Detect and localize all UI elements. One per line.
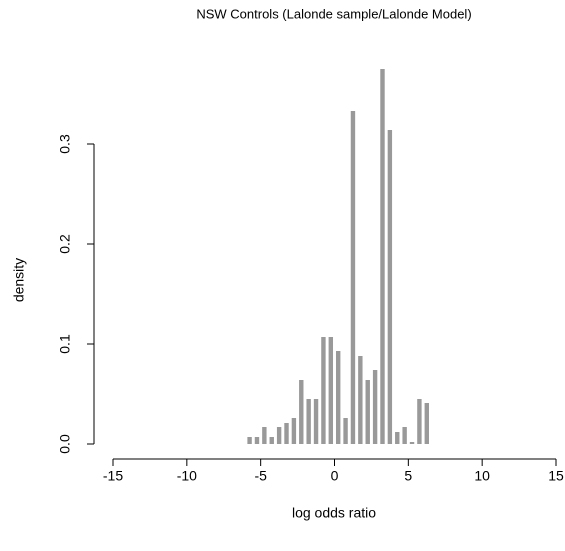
y-tick-label: 0.1 [57,334,73,354]
bar [402,427,407,444]
bar [365,380,370,444]
bar [380,69,385,444]
bar [313,399,319,444]
bar [328,337,334,444]
y-axis-label: density [11,258,27,302]
x-tick-label: -15 [103,468,123,484]
bar [299,380,304,444]
y-tick-label: 0.2 [57,234,73,254]
bar [358,356,363,444]
x-tick-label: -5 [254,468,267,484]
x-tick-label: 10 [474,468,490,484]
bar [321,337,326,444]
x-tick-label: 5 [404,468,412,484]
bar [417,399,422,444]
bar [262,427,267,444]
y-tick-label: 0.3 [57,134,73,154]
x-tick-label: 15 [548,468,564,484]
x-tick-label: -10 [177,468,197,484]
bar [269,437,274,444]
y-tick-label: 0.0 [57,434,73,454]
bar [387,130,393,444]
bar [284,423,289,444]
bar [395,432,400,444]
bar [276,427,282,444]
bar [409,442,415,444]
bar [424,403,429,444]
chart-title: NSW Controls (Lalonde sample/Lalonde Mod… [196,6,471,21]
x-tick-label: 0 [331,468,339,484]
bar [254,437,260,444]
bar [350,111,356,444]
bar [335,351,341,444]
bar [343,418,348,444]
bar [247,437,252,444]
bar [306,399,311,444]
bar [291,418,297,444]
x-axis-label: log odds ratio [292,505,376,521]
bar [372,370,378,444]
